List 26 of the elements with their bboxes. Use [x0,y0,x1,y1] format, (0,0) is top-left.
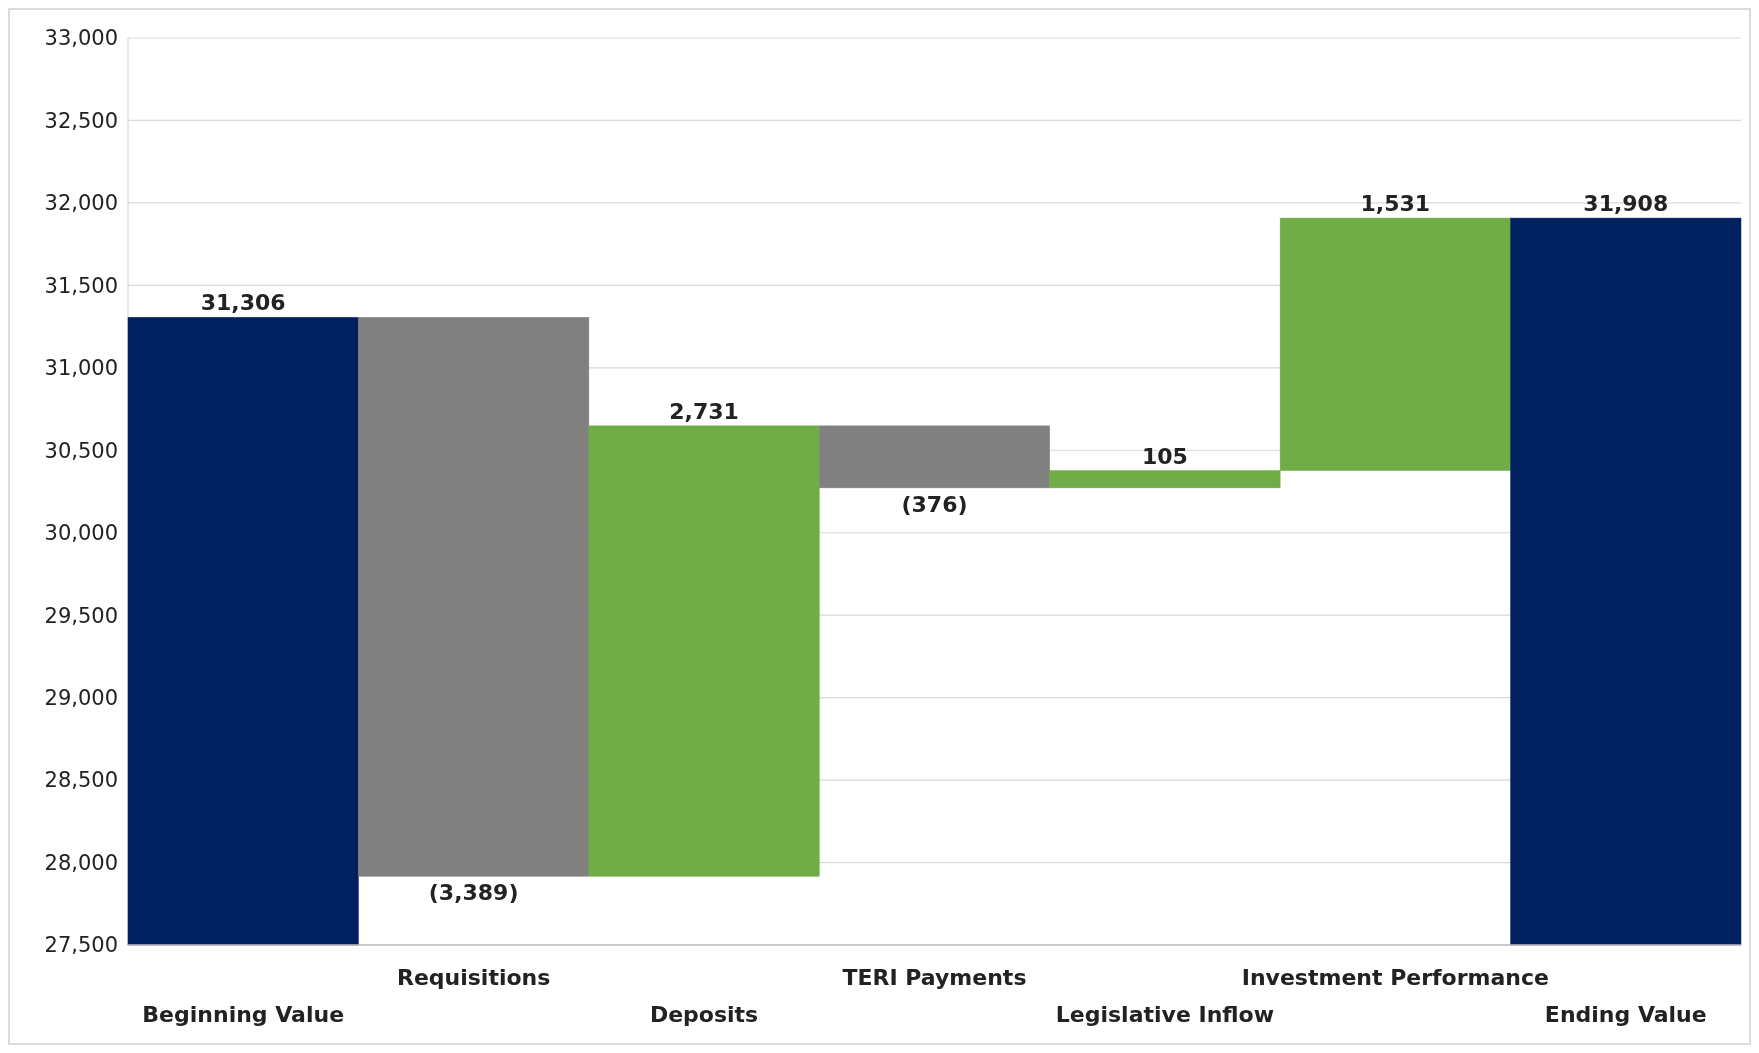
y-tick-label: 30,000 [44,521,118,546]
y-tick-label: 27,500 [44,933,118,958]
data-label: (376) [901,491,968,517]
x-tick-label: Investment Performance [1241,965,1549,990]
y-tick-label: 29,500 [44,603,118,628]
y-tick-label: 28,000 [44,850,118,875]
y-tick-label: 29,000 [44,685,118,710]
data-label: (3,389) [428,880,519,906]
x-tick-label: Deposits [649,1002,759,1027]
x-tick-label: TERI Payments [842,965,1027,990]
data-label: 31,306 [200,290,286,316]
y-tick-label: 31,000 [44,356,118,381]
x-tick-label: Requisitions [396,965,551,990]
y-tick-label: 28,500 [44,768,118,793]
y-tick-label: 32,000 [44,191,118,216]
x-tick-label: Beginning Value [142,1002,345,1027]
data-label: 1,531 [1360,191,1431,217]
data-label: 2,731 [669,398,739,424]
y-tick-label: 30,500 [44,438,118,463]
y-tick-label: 32,500 [44,108,118,133]
y-tick-label: 33,000 [44,26,118,51]
x-tick-label: Ending Value [1544,1002,1707,1027]
data-label: 105 [1141,443,1188,469]
x-tick-label: Legislative Inflow [1055,1002,1275,1027]
y-tick-label: 31,500 [44,273,118,298]
data-label: 31,908 [1583,191,1669,217]
